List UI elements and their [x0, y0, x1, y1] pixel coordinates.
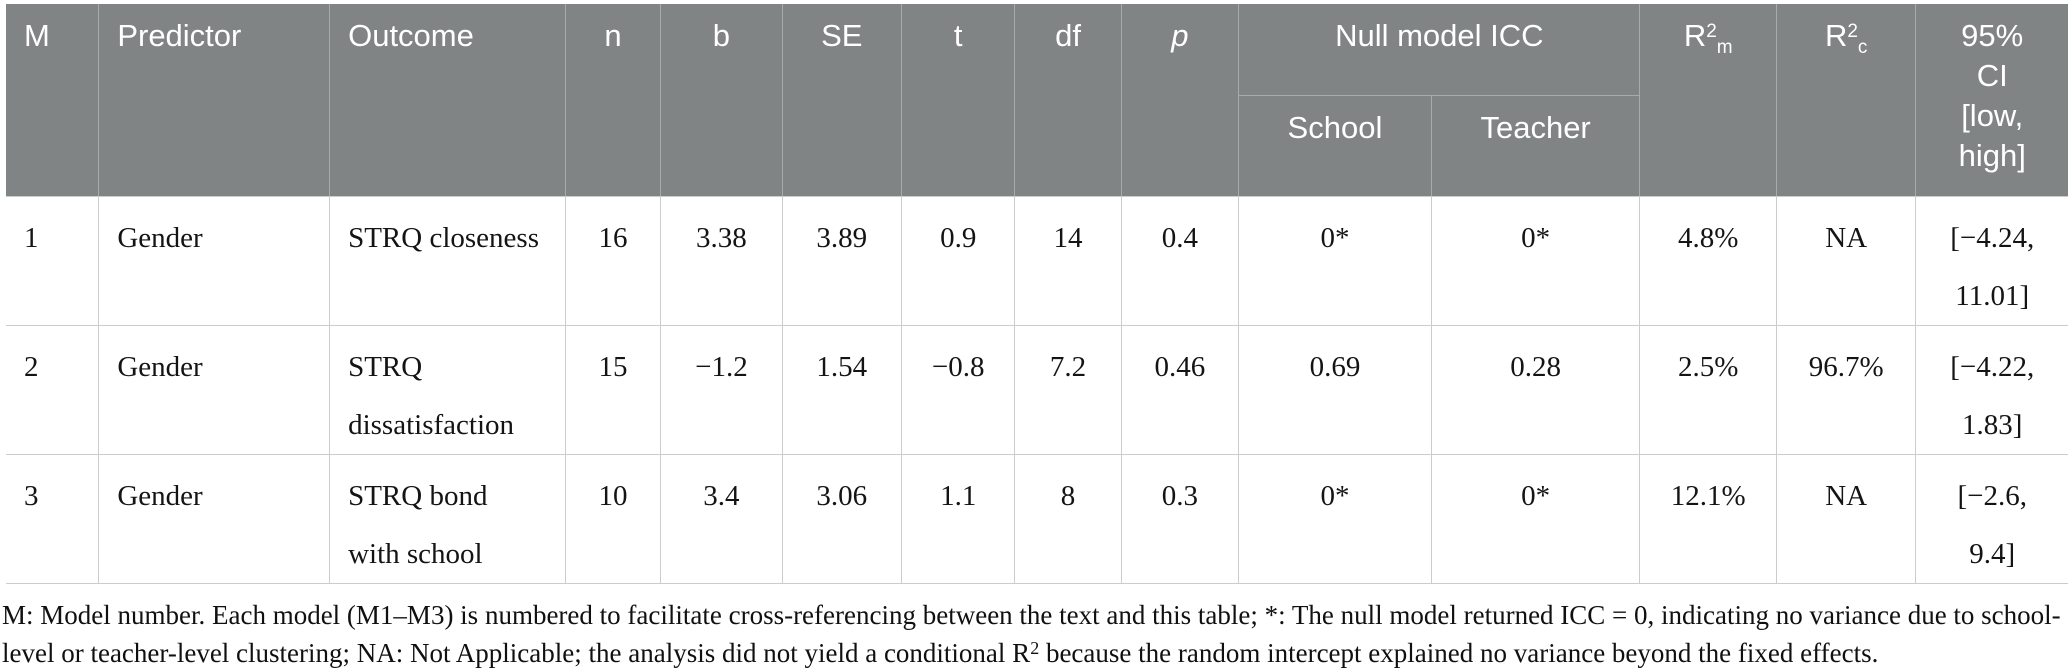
col-header-n: n: [565, 4, 662, 196]
col-header-se: SE: [782, 4, 902, 196]
outcome-line: with school: [348, 538, 483, 570]
cell-se: 3.06: [782, 455, 902, 584]
col-header-icc-school: School: [1239, 96, 1432, 196]
cell-model-number: 1: [6, 196, 100, 326]
ci-line: 9.4]: [1969, 538, 2016, 570]
cell-t: −0.8: [902, 326, 1016, 455]
header-row-1: M Predictor Outcome n b SE t df p Null m…: [6, 4, 2068, 196]
ci-header-line: 95%: [1961, 18, 2024, 53]
cell-r2-conditional: 96.7%: [1776, 326, 1917, 455]
ci-header-line: [low,: [1961, 98, 2024, 133]
cell-t: 1.1: [902, 455, 1016, 584]
table-footnote: M: Model number. Each model (M1–M3) is n…: [2, 596, 2066, 672]
r2m-sub: m: [1716, 37, 1733, 58]
cell-predictor: Gender: [99, 326, 331, 455]
cell-p: 0.46: [1121, 326, 1240, 455]
cell-r2-conditional: NA: [1776, 196, 1917, 326]
ci-line: [−4.22,: [1950, 351, 2035, 383]
outcome-line: STRQ closeness: [348, 222, 540, 254]
cell-se: 3.89: [782, 196, 902, 326]
cell-t: 0.9: [902, 196, 1016, 326]
cell-predictor: Gender: [99, 196, 331, 326]
cell-p: 0.4: [1121, 196, 1240, 326]
cell-n: 10: [565, 455, 662, 584]
ci-line: [−4.24,: [1950, 222, 2035, 254]
cell-df: 7.2: [1015, 326, 1122, 455]
col-header-m: M: [6, 4, 100, 196]
cell-df: 8: [1015, 455, 1122, 584]
col-header-t: t: [902, 4, 1016, 196]
cell-model-number: 2: [6, 326, 100, 455]
cell-r2-marginal: 4.8%: [1640, 196, 1777, 326]
col-header-df: df: [1015, 4, 1122, 196]
ci-line: 1.83]: [1961, 409, 2023, 441]
footnote-r2-sup: 2: [1030, 638, 1040, 658]
header-row-2: School Teacher: [6, 96, 2068, 196]
table-row: 3 Gender STRQ bond with school 10 3.4 3.…: [6, 455, 2068, 584]
cell-icc-teacher: 0.28: [1431, 326, 1641, 455]
ci-line: 11.01]: [1955, 280, 2030, 312]
table-row: 1 Gender STRQ closeness 16 3.38 3.89 0.9…: [6, 196, 2068, 326]
ci-line: [−2.6,: [1957, 480, 2027, 512]
ci-header-line: CI: [1976, 58, 2008, 93]
cell-outcome: STRQ bond with school: [330, 455, 566, 584]
cell-icc-school: 0*: [1239, 196, 1432, 326]
cell-b: 3.38: [661, 196, 783, 326]
cell-r2-marginal: 12.1%: [1640, 455, 1777, 584]
cell-model-number: 3: [6, 455, 100, 584]
cell-n: 15: [565, 326, 662, 455]
col-header-predictor: Predictor: [99, 4, 331, 196]
cell-icc-teacher: 0*: [1431, 455, 1641, 584]
col-header-p: p: [1121, 4, 1240, 196]
cell-b: 3.4: [661, 455, 783, 584]
outcome-line: STRQ: [348, 351, 423, 383]
r2m-base: R: [1683, 18, 1707, 53]
r2m-sup: 2: [1706, 21, 1717, 42]
ci-header-line: high]: [1958, 138, 2026, 173]
r2c-sup: 2: [1847, 21, 1858, 42]
col-header-b: b: [661, 4, 783, 196]
table-body: 1 Gender STRQ closeness 16 3.38 3.89 0.9…: [6, 196, 2068, 584]
footnote-text: because the random intercept explained n…: [1039, 638, 1879, 668]
table-row: 2 Gender STRQ dissatisfaction 15 −1.2 1.…: [6, 326, 2068, 455]
r2c-sub: c: [1857, 37, 1868, 58]
cell-b: −1.2: [661, 326, 783, 455]
cell-predictor: Gender: [99, 455, 331, 584]
cell-r2-conditional: NA: [1776, 455, 1917, 584]
cell-95ci: [−2.6, 9.4]: [1916, 455, 2068, 584]
cell-r2-marginal: 2.5%: [1640, 326, 1777, 455]
col-header-95ci: 95% CI [low, high]: [1916, 4, 2068, 196]
cell-95ci: [−4.24, 11.01]: [1916, 196, 2068, 326]
col-header-r2-conditional: R2c: [1776, 4, 1917, 196]
col-group-null-model-icc: Null model ICC: [1239, 4, 1641, 96]
stats-table: M Predictor Outcome n b SE t df p Null m…: [6, 4, 2068, 584]
cell-icc-school: 0.69: [1239, 326, 1432, 455]
cell-df: 14: [1015, 196, 1122, 326]
p-label: p: [1171, 18, 1189, 53]
paper-table-figure: M Predictor Outcome n b SE t df p Null m…: [0, 4, 2068, 668]
cell-95ci: [−4.22, 1.83]: [1916, 326, 2068, 455]
col-header-icc-teacher: Teacher: [1431, 96, 1641, 196]
cell-se: 1.54: [782, 326, 902, 455]
r2c-base: R: [1824, 18, 1848, 53]
table-header: M Predictor Outcome n b SE t df p Null m…: [6, 4, 2068, 196]
cell-p: 0.3: [1121, 455, 1240, 584]
cell-icc-school: 0*: [1239, 455, 1432, 584]
cell-n: 16: [565, 196, 662, 326]
outcome-line: dissatisfaction: [348, 409, 515, 441]
cell-icc-teacher: 0*: [1431, 196, 1641, 326]
outcome-line: STRQ bond: [348, 480, 488, 512]
cell-outcome: STRQ dissatisfaction: [330, 326, 566, 455]
cell-outcome: STRQ closeness: [330, 196, 566, 326]
col-header-outcome: Outcome: [330, 4, 566, 196]
col-header-r2-marginal: R2m: [1640, 4, 1777, 196]
